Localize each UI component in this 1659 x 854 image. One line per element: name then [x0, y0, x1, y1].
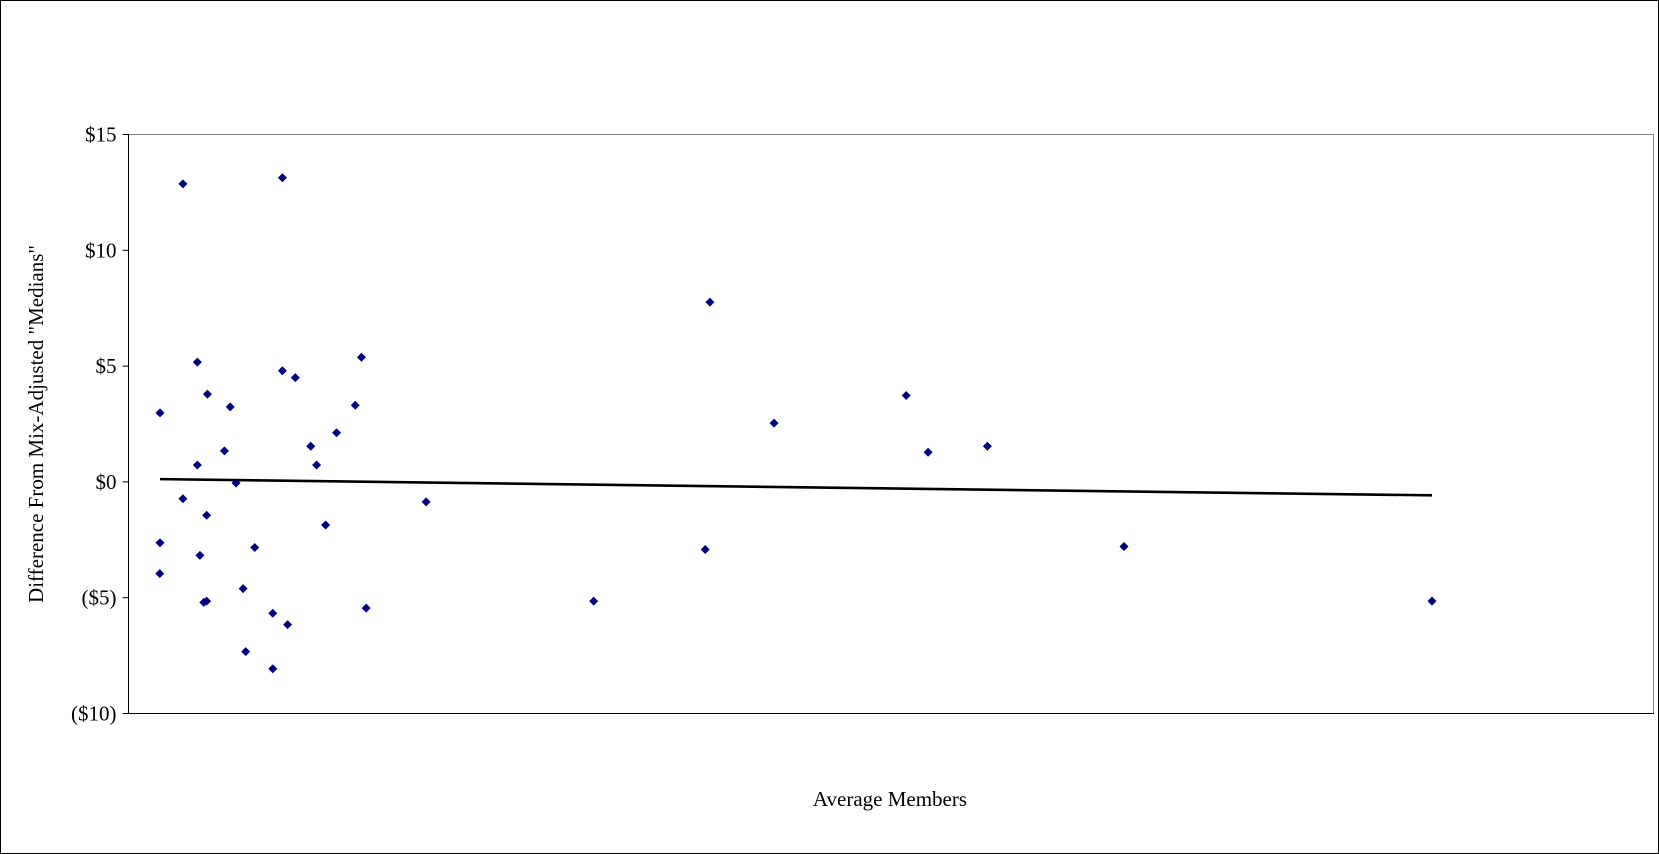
data-point — [290, 373, 300, 383]
y-tick-label: $0 — [96, 470, 117, 494]
y-tick-label: $5 — [96, 354, 117, 378]
y-axis-ticks: $15 $10 $5 $0 ($5) ($10) — [71, 123, 129, 726]
data-point — [356, 352, 366, 362]
data-point — [178, 494, 188, 504]
data-point — [923, 447, 933, 457]
data-point — [225, 402, 235, 412]
plot-area-border — [128, 134, 1654, 714]
data-point — [982, 441, 992, 451]
data-point — [1427, 596, 1437, 606]
data-point — [901, 391, 911, 401]
data-point — [268, 664, 278, 674]
y-axis-label: Difference From Mix-Adjusted "Medians" — [24, 245, 48, 603]
data-point — [192, 357, 202, 367]
data-point — [1119, 542, 1129, 552]
data-point — [321, 520, 331, 530]
y-tick-label: $10 — [85, 238, 117, 262]
y-tick-label: ($5) — [82, 586, 117, 610]
data-point — [202, 596, 212, 606]
data-point — [178, 179, 188, 189]
data-points-layer — [155, 173, 1437, 674]
data-point — [705, 297, 715, 307]
plot-area — [128, 134, 1654, 714]
data-point — [202, 389, 212, 399]
data-point — [238, 584, 248, 594]
data-point — [155, 538, 165, 548]
data-point — [202, 510, 212, 520]
y-tick-label: ($10) — [71, 702, 117, 726]
trendline-layer — [159, 477, 1433, 497]
data-point — [231, 478, 241, 488]
data-point — [155, 408, 165, 418]
data-point — [421, 497, 431, 507]
data-point — [155, 569, 165, 579]
x-axis-label: Average Members — [813, 787, 967, 811]
data-point — [277, 173, 287, 183]
data-point — [219, 446, 229, 456]
data-point — [350, 400, 360, 410]
data-point — [312, 460, 322, 470]
data-point — [306, 441, 316, 451]
data-point — [700, 545, 710, 555]
data-point — [277, 366, 287, 376]
trendline — [159, 477, 1433, 497]
y-tick-label: $15 — [85, 123, 117, 147]
data-point — [241, 647, 251, 657]
data-point — [769, 418, 779, 428]
data-point — [250, 542, 260, 552]
data-point — [332, 428, 342, 438]
data-point — [192, 460, 202, 470]
data-point — [195, 550, 205, 560]
data-point — [268, 608, 278, 618]
data-point — [283, 620, 293, 630]
data-point — [589, 596, 599, 606]
data-point — [361, 603, 371, 613]
